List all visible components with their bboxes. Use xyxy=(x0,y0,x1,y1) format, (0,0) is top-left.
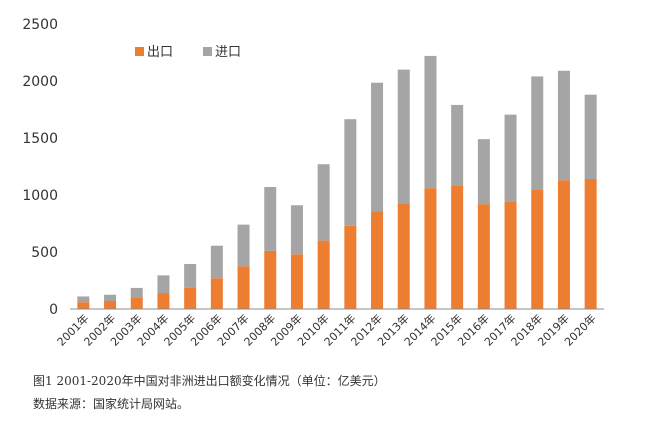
bar-import xyxy=(531,76,544,190)
legend-swatch-import xyxy=(203,47,212,56)
bar-import xyxy=(371,82,384,212)
y-tick-label: 1500 xyxy=(22,131,58,147)
bar-import xyxy=(157,275,170,294)
bar-export xyxy=(557,180,570,309)
bar-export xyxy=(290,254,303,309)
bar-export xyxy=(210,278,223,309)
figure-caption: 图1 2001-2020年中国对非洲进出口额变化情况（单位：亿美元） xyxy=(33,374,386,388)
legend: 出口 进口 xyxy=(135,45,241,60)
bar-export xyxy=(504,201,517,309)
bar-export xyxy=(371,211,384,309)
source-note: 数据来源：国家统计局网站。 xyxy=(33,397,190,411)
y-tick-label: 1000 xyxy=(22,188,58,204)
y-tick-label: 2000 xyxy=(22,74,58,90)
bar-export xyxy=(104,301,117,309)
bar-import xyxy=(130,287,143,298)
bar-export xyxy=(397,203,410,309)
y-tick-label: 500 xyxy=(31,245,58,261)
bar-import xyxy=(477,139,490,205)
legend-label-export: 出口 xyxy=(147,45,173,60)
y-axis: 0 500 1000 1500 2000 2500 xyxy=(22,17,58,318)
bar-export xyxy=(344,225,357,309)
bar-import xyxy=(290,205,303,255)
y-tick-label: 2500 xyxy=(22,17,58,33)
bar-export xyxy=(424,188,437,309)
bar-import xyxy=(397,69,410,204)
legend-label-import: 进口 xyxy=(215,45,241,60)
bar-export xyxy=(130,297,143,309)
bar-export xyxy=(184,287,197,309)
y-tick-label: 0 xyxy=(49,302,58,318)
bar-export xyxy=(584,179,597,309)
bar-import xyxy=(344,119,357,226)
bar-export xyxy=(77,302,90,309)
bar-export xyxy=(531,189,544,309)
bar-import xyxy=(210,245,223,279)
bar-import xyxy=(451,104,464,186)
bar-import xyxy=(504,114,517,202)
bar-import xyxy=(237,224,250,267)
bar-import xyxy=(317,164,330,241)
bar-import xyxy=(557,70,570,181)
bars xyxy=(77,55,597,309)
bar-export xyxy=(317,240,330,309)
bar-import xyxy=(584,94,597,180)
bar-export xyxy=(451,185,464,309)
bar-import xyxy=(104,294,117,302)
bar-export xyxy=(237,266,250,309)
bar-chart: 0 500 1000 1500 2000 2500 2001年2002年2003年2004… xyxy=(22,17,604,349)
bar-import xyxy=(184,263,197,288)
bar-export xyxy=(264,250,277,309)
legend-swatch-export xyxy=(135,47,144,56)
x-axis: 2001年2002年2003年2004年2005年2006年2007年2008年… xyxy=(54,308,604,349)
bar-import xyxy=(424,55,437,189)
bar-export xyxy=(157,293,170,309)
bar-export xyxy=(477,204,490,309)
bar-import xyxy=(77,296,90,303)
bar-import xyxy=(264,187,277,251)
